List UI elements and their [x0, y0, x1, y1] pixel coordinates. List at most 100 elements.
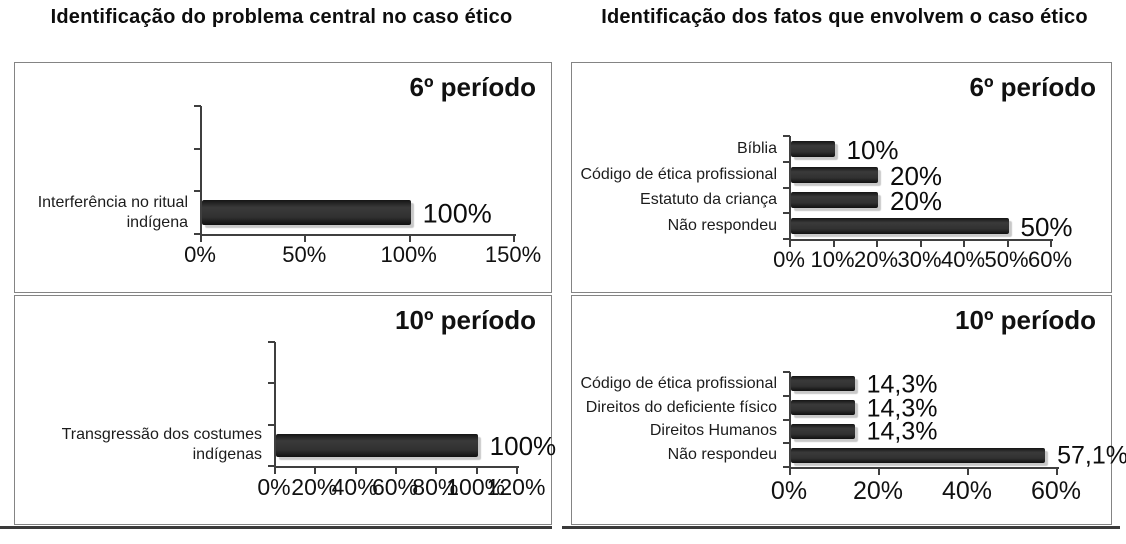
x-axis-tick [878, 469, 880, 475]
x-axis-tick-label: 150% [484, 242, 542, 267]
category-label: Bíblia [736, 139, 777, 157]
chart-fatos-10-periodo: 10º período 0% 20% 40% 60% Código de ética p… [571, 295, 1126, 525]
x-axis-tick [789, 469, 791, 475]
y-axis-tick [194, 105, 201, 107]
category-label: Não respondeu [667, 446, 777, 464]
x-axis-tick-label: 20% [291, 474, 338, 500]
plot-area: 0% 20% 40% 60% 80% 100% 120% Transgressão dos c… [15, 296, 556, 524]
chart-problema-central-6-periodo: 6º período 0% 50% 100% 150% Interferência no… [14, 62, 552, 293]
y-axis-tick [783, 238, 790, 240]
x-axis-line [200, 234, 516, 236]
y-axis-tick [268, 382, 275, 385]
x-axis-tick [789, 241, 791, 247]
x-axis-tick [475, 468, 478, 474]
x-axis-tick-label: 50% [282, 242, 327, 267]
x-axis-tick [963, 241, 965, 247]
x-axis-line [274, 466, 519, 468]
y-axis-tick [783, 466, 790, 468]
y-axis-tick [783, 135, 790, 137]
y-axis-tick [194, 233, 201, 235]
x-axis-tick [408, 236, 411, 242]
y-axis-tick [783, 212, 790, 215]
bar-value-label: 20% [890, 160, 943, 191]
x-axis-tick [832, 241, 835, 247]
y-axis-tick [783, 186, 790, 189]
x-axis-tick-label: 20% [853, 247, 899, 272]
y-axis-tick [783, 371, 790, 373]
y-axis-line [789, 136, 791, 239]
y-axis-tick [783, 418, 790, 421]
x-axis-tick-label: 120% [486, 474, 546, 500]
x-axis-tick-label: 0% [184, 242, 216, 267]
x-axis-tick [304, 236, 307, 242]
y-axis-tick [783, 160, 790, 163]
category-label: Direitos do deficiente físico [585, 398, 777, 416]
x-axis-tick [314, 468, 317, 474]
bar [791, 400, 855, 416]
x-axis-tick [513, 236, 515, 242]
x-axis-tick [435, 468, 438, 474]
plot-area: 0% 20% 40% 60% Código de ética profissional 1… [572, 296, 1126, 524]
bar [791, 423, 855, 439]
period-label: 6º período [969, 72, 1096, 102]
bar [791, 140, 835, 157]
y-axis-line [200, 106, 202, 234]
period-label: 10º período [955, 305, 1096, 335]
x-axis-tick-label: 0% [773, 247, 805, 272]
bar-value-label: 14,3% [866, 417, 938, 446]
period-label: 6º período [409, 72, 536, 102]
category-label: Código de ética profissional [580, 374, 777, 392]
y-axis-tick [194, 190, 201, 193]
x-axis-line [789, 467, 1059, 469]
y-axis-tick [194, 147, 201, 150]
x-axis-tick-label: 40% [941, 477, 993, 505]
category-label: Direitos Humanos [649, 422, 777, 440]
x-axis-tick-label: 0% [257, 474, 291, 500]
x-axis-tick-label: 40% [940, 247, 986, 272]
x-axis-tick-label: 50% [984, 247, 1029, 272]
x-axis-tick [919, 241, 922, 247]
bar-value-label: 100% [489, 431, 557, 462]
plot-area: 0% 10% 20% 30% 40% 50% 60% Bíblia 10% Código de é… [572, 63, 1111, 292]
x-axis-tick [395, 468, 397, 474]
left-column-title: Identificação do problema central no cas… [50, 6, 513, 28]
y-axis-tick [268, 423, 275, 426]
period-label: 10º período [395, 305, 536, 335]
y-axis-tick [268, 341, 275, 343]
y-axis-line [789, 372, 791, 467]
chart-fatos-6-periodo: 6º período 0% 10% 20% 30% 40% 50% 60% Bíblia 10%… [571, 62, 1112, 293]
x-axis-tick-label: 20% [852, 477, 904, 505]
x-axis-tick-label: 10% [810, 247, 855, 272]
bar [791, 192, 878, 209]
x-axis-tick-label: 0% [770, 477, 808, 505]
x-axis-tick [1050, 241, 1052, 247]
bar-value-label: 20% [890, 186, 943, 217]
bar-value-label: 10% [846, 134, 899, 165]
chart-problema-central-10-periodo: 10º período 0% 20% 40% 60% 80% 100% 120% Transg… [14, 295, 556, 525]
x-axis-tick-label: 40% [331, 474, 378, 500]
x-axis-tick [1006, 241, 1009, 247]
bar [791, 166, 878, 183]
bar-value-label: 50% [1020, 212, 1073, 243]
x-axis-line [789, 239, 1053, 241]
bar [791, 218, 1009, 235]
x-axis-tick-label: 30% [897, 247, 942, 272]
category-label: Não respondeu [667, 217, 777, 235]
x-axis-tick-label: 60% [1027, 247, 1073, 272]
x-axis-tick-label: 100% [380, 242, 437, 267]
x-axis-tick [354, 468, 357, 474]
bar [791, 447, 1046, 463]
category-label: Estatuto da criança [640, 191, 777, 209]
x-axis-tick-label: 60% [1030, 477, 1082, 505]
bar-value-label: 14,3% [866, 394, 938, 423]
bar-value-label: 57,1% [1057, 441, 1126, 470]
table-bottom-border-left [0, 526, 552, 529]
x-axis-tick-label: 80% [412, 474, 459, 500]
x-axis-tick-label: 100% [446, 474, 506, 500]
right-column-title: Identificação dos fatos que envolvem o c… [601, 6, 1088, 28]
y-axis-line [274, 342, 276, 466]
category-label: Transgressão dos costumes indígenas [61, 426, 262, 464]
y-axis-tick [268, 465, 275, 467]
bar [791, 376, 855, 392]
